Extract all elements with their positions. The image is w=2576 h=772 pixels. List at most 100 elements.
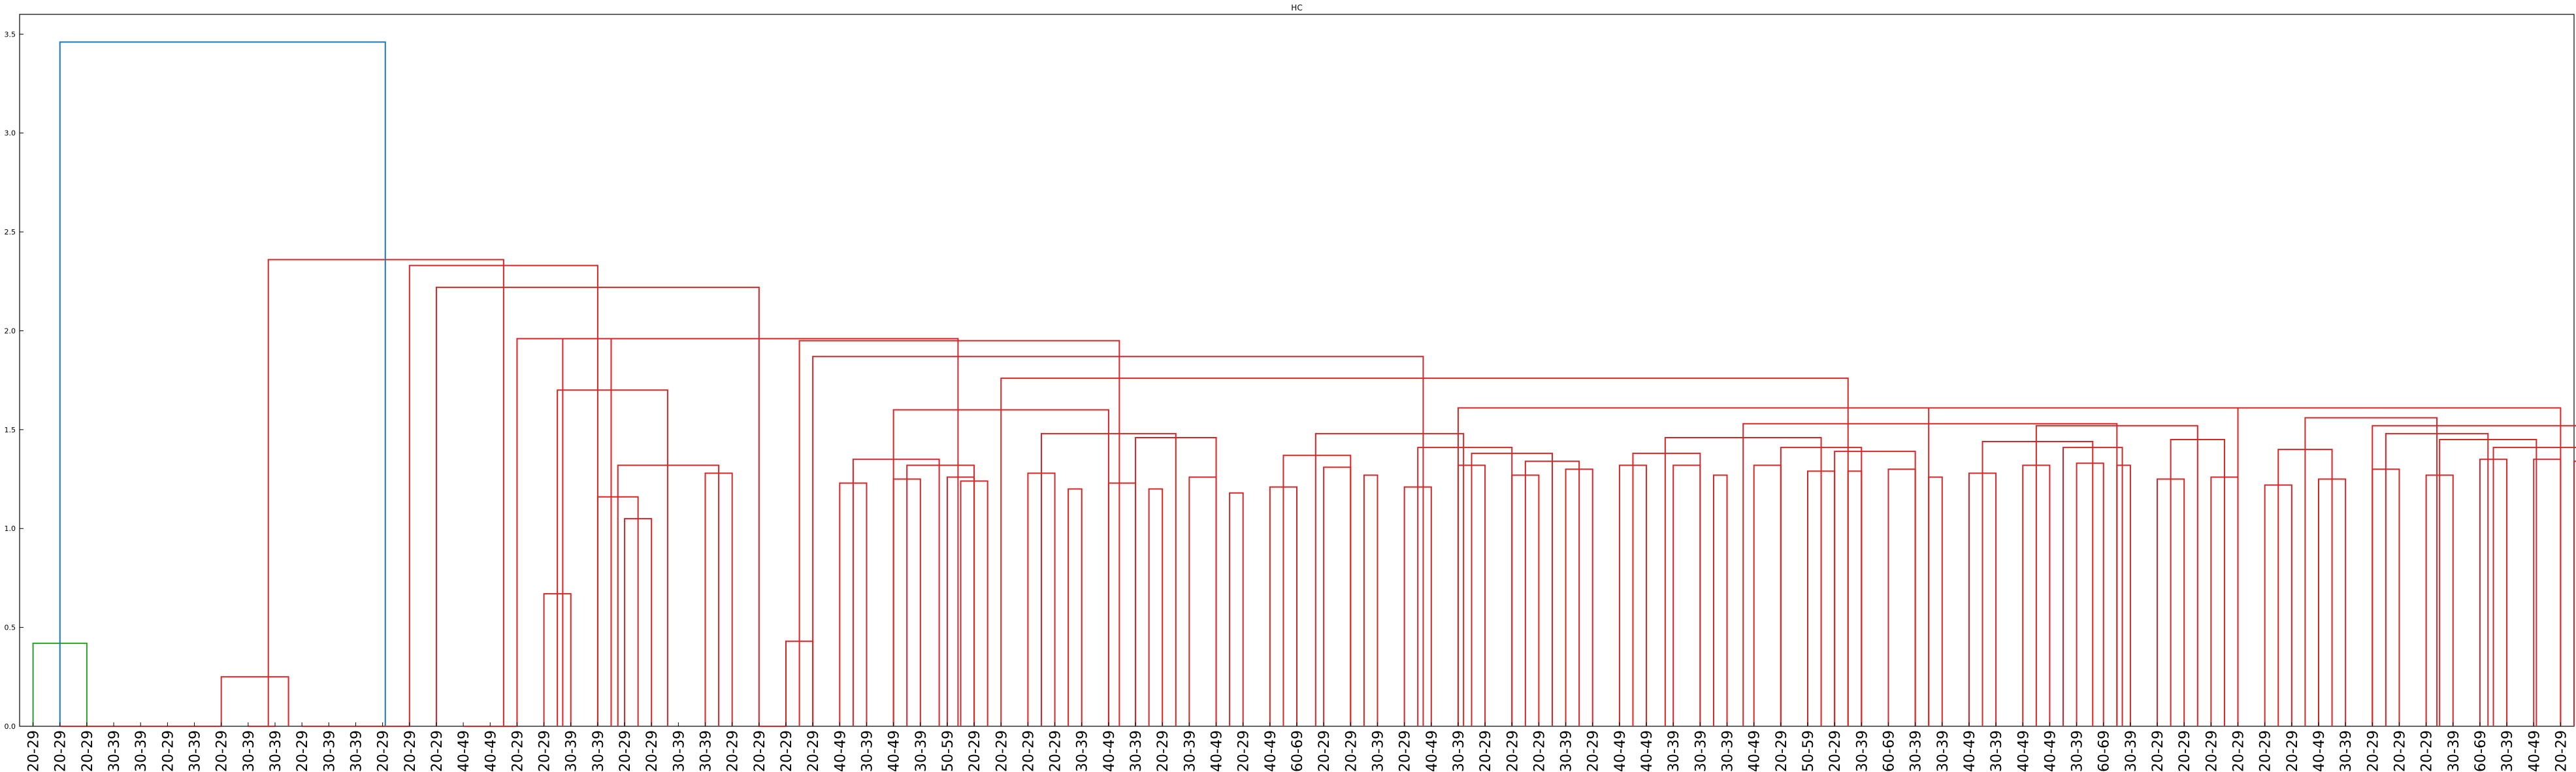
leaf-label: 20-29 [1478,730,1494,772]
dendrogram-link [562,338,959,726]
leaf-label: 20-29 [2204,730,2220,772]
leaf-label: 20-29 [994,730,1010,772]
dendrogram-link [1928,407,2562,726]
leaf-label: 20-29 [2150,730,2166,772]
leaf-label: 20-29 [429,730,446,772]
leaf-label: 30-39 [1559,730,1575,772]
leaf-label: 30-39 [591,730,607,772]
dendrogram-link [1847,470,1863,726]
leaf-label: 20-29 [752,730,768,772]
dendrogram-link [906,464,975,726]
dendrogram-link [617,464,720,726]
leaf-label: 40-49 [1424,730,1441,772]
dendrogram-link [1981,441,2094,726]
leaf-label: 30-39 [698,730,715,772]
leaf-label: 30-39 [2123,730,2140,772]
leaf-label: 40-49 [1263,730,1279,772]
leaf-label: 20-29 [402,730,419,772]
dendrogram-link [1887,468,1916,726]
leaf-label: 30-39 [1075,730,1091,772]
y-tick-label: 0.0 [5,722,16,731]
leaf-label: 30-39 [1935,730,1951,772]
leaf-label: 40-49 [2311,730,2328,772]
leaf-label: 20-29 [295,730,311,772]
dendrogram-link [1107,482,1137,726]
leaf-label: 20-29 [617,730,634,772]
dendrogram-link [557,389,668,726]
leaf-label: 60-69 [2473,730,2489,772]
leaf-label: 20-29 [2419,730,2436,772]
y-tick-label: 3.0 [5,129,16,138]
leaf-label: 20-29 [779,730,795,772]
leaf-label: 20-29 [1343,730,1360,772]
leaf-label: 20-29 [510,730,526,772]
y-tick-label: 2.5 [5,228,16,236]
leaf-label: 20-29 [80,730,96,772]
dendrogram-link [1363,474,1378,726]
leaf-label: 30-39 [1666,730,1682,772]
leaf-label: 20-29 [1048,730,1064,772]
leaf-label: 20-29 [1531,730,1548,772]
leaf-label: 60-69 [1881,730,1897,772]
leaf-label: 30-39 [133,730,150,772]
leaf-label: 20-29 [2553,730,2569,772]
leaf-label: 20-29 [1316,730,1333,772]
y-tick-label: 1.5 [5,426,16,434]
dendrogram-link [1632,453,1701,726]
leaf-label: 40-49 [1612,730,1629,772]
chart-title: HC [1291,3,1302,12]
dendrogram-link [1282,455,1352,726]
leaf-label: 20-29 [26,730,42,772]
dendrogram-link [1068,488,1083,726]
dendrogram-link [1314,432,1465,726]
dendrogram-link [2533,458,2562,726]
dendrogram-link [852,458,940,726]
dendrogram-link [2492,447,2576,726]
leaf-label: 20-29 [2231,730,2247,772]
leaf-label: 20-29 [537,730,553,772]
dendrogram-link [1417,447,1513,726]
leaf-label: 20-29 [644,730,660,772]
leaf-label: 40-49 [832,730,849,772]
leaf-label: 20-29 [1397,730,1414,772]
leaf-label: 30-39 [1989,730,2005,772]
leaf-label: 50-59 [1801,730,1817,772]
dendrogram-link [1000,378,1849,726]
y-tick-label: 1.0 [5,524,16,533]
leaf-label: 20-29 [376,730,392,772]
leaf-label: 20-29 [2177,730,2193,772]
leaf-label: 30-39 [913,730,930,772]
leaf-label: 30-39 [2338,730,2355,772]
leaf-label: 20-29 [214,730,231,772]
dendrogram-link [1229,492,1244,726]
dendrogram-link [2304,417,2438,726]
leaf-label: 20-29 [1505,730,1521,772]
leaf-label: 30-39 [564,730,580,772]
dendrogram-link [267,259,504,726]
leaf-label: 30-39 [1908,730,1925,772]
leaf-label: 40-49 [2526,730,2543,772]
dendrogram-link [1834,451,1916,726]
dendrogram-link [1753,464,1782,726]
leaf-label: 20-29 [2392,730,2408,772]
leaf-label: 30-39 [187,730,204,772]
leaf-label: 20-29 [2285,730,2301,772]
leaf-label: 40-49 [1101,730,1118,772]
leaf-label: 20-29 [1020,730,1037,772]
leaf-label: 40-49 [1209,730,1226,772]
leaf-label: 30-39 [106,730,123,772]
leaf-label: 40-49 [2015,730,2032,772]
y-tick-label: 0.5 [5,624,16,632]
leaf-label: 50-59 [940,730,956,772]
leaf-label: 30-39 [1720,730,1736,772]
leaf-label: 40-49 [887,730,903,772]
dendrogram-link [2372,425,2576,726]
dendrogram-link [1742,423,2118,726]
leaf-label: 20-29 [53,730,69,772]
leaf-label: 30-39 [1370,730,1386,772]
y-tick-label: 2.0 [5,327,16,335]
leaf-label: 20-29 [2365,730,2381,772]
dendrogram-link [2116,464,2131,726]
leaf-label: 30-39 [268,730,284,772]
leaf-label: 30-39 [1854,730,1870,772]
